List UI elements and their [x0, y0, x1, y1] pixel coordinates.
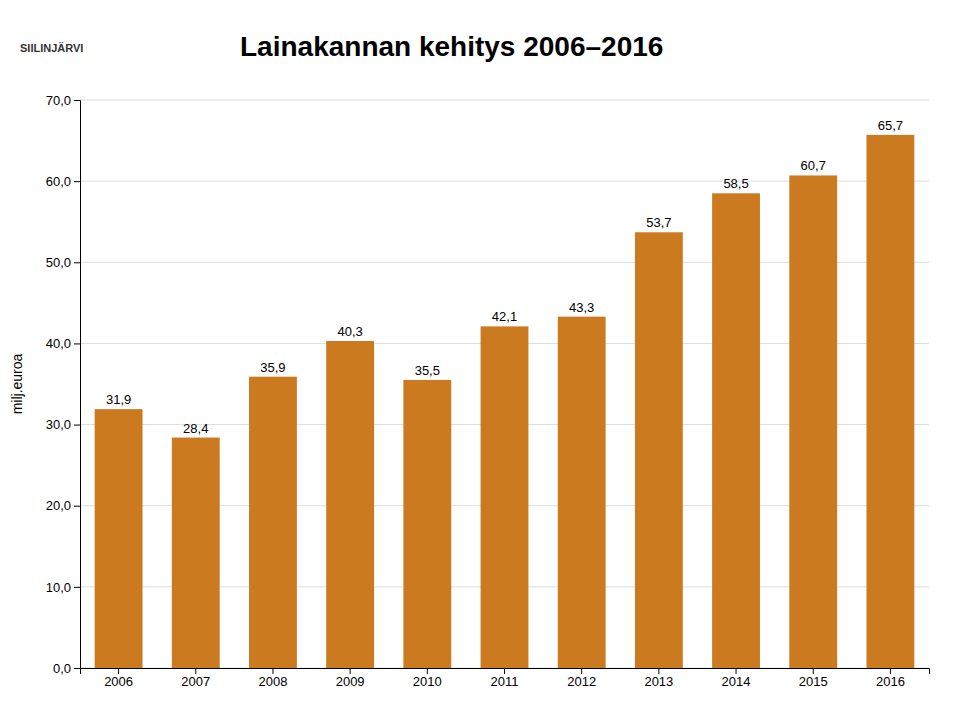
y-tick-label: 40,0	[46, 336, 71, 351]
tick-mark	[118, 668, 119, 674]
y-tick-label: 60,0	[46, 174, 71, 189]
axis-domain	[74, 101, 81, 669]
title: Lainakannan kehitys 2006–2016	[240, 31, 663, 62]
data-label: 60,7	[801, 158, 826, 173]
tick-mark	[272, 668, 273, 674]
tick-mark	[74, 262, 80, 263]
tick-mark	[74, 506, 80, 507]
bar	[866, 135, 914, 668]
y-tick-label: 50,0	[46, 255, 71, 270]
x-tick-label: 2014	[722, 674, 751, 689]
y-tick: 50,0	[46, 255, 80, 270]
x-tick: 2016	[876, 668, 905, 689]
x-tick-label: 2008	[258, 674, 287, 689]
x-tick-label: 2016	[876, 674, 905, 689]
x-tick-label: 2013	[644, 674, 673, 689]
data-label: 58,5	[723, 176, 748, 191]
tick-mark	[890, 668, 891, 674]
tick-mark	[74, 587, 80, 588]
x-tick: 2013	[644, 668, 673, 689]
x-tick: 2007	[181, 668, 210, 689]
y-tick: 70,0	[46, 93, 80, 108]
x-axis: 2006 2007 2008 2009 2010 2011 2012 2013 2014 2015…	[81, 668, 930, 689]
tick-mark	[195, 668, 196, 674]
grid	[80, 100, 929, 668]
tick-mark	[736, 668, 737, 674]
y-axis: 0,0 10,0 20,0 30,0 40,0 50,0 60,0 70,0	[46, 93, 81, 676]
bar	[172, 438, 220, 668]
bar	[481, 326, 529, 668]
data-label: 35,9	[260, 360, 285, 375]
y-tick: 30,0	[46, 417, 80, 432]
bar	[249, 377, 297, 668]
tick-mark	[658, 668, 659, 674]
x-tick: 2010	[413, 668, 442, 689]
x-tick-label: 2010	[413, 674, 442, 689]
x-tick: 2011	[491, 668, 519, 689]
tick-mark	[74, 100, 80, 101]
x-tick-label: 2015	[799, 674, 828, 689]
x-tick: 2009	[336, 668, 365, 689]
x-tick-label: 2012	[567, 674, 596, 689]
x-tick: 2006	[104, 668, 133, 689]
data-label: 53,7	[646, 215, 671, 230]
bars	[95, 135, 915, 668]
bar	[635, 232, 683, 668]
tick-mark	[74, 668, 80, 669]
y-tick: 10,0	[46, 580, 80, 595]
data-label: 40,3	[337, 324, 362, 339]
y-axis-label: milj.euroa	[9, 353, 25, 414]
y-tick: 40,0	[46, 336, 80, 351]
data-label: 35,5	[415, 363, 440, 378]
x-tick: 2012	[567, 668, 596, 689]
axis-domain	[81, 669, 930, 675]
bar	[403, 380, 451, 668]
x-tick-label: 2006	[104, 674, 133, 689]
tick-mark	[504, 668, 505, 674]
data-label: 65,7	[878, 118, 903, 133]
tick-mark	[581, 668, 582, 674]
y-tick-label: 30,0	[46, 417, 71, 432]
x-tick-label: 2009	[336, 674, 365, 689]
chart: SIILINJÄRVI Lainakannan kehitys 2006–2016…	[0, 0, 959, 718]
bar	[558, 317, 606, 668]
tick-mark	[74, 425, 80, 426]
x-tick: 2008	[258, 668, 287, 689]
plot: 31,9 28,4 35,9 40,3 35,5 42,1 43,3 53,7 58,5 60,7…	[9, 93, 930, 690]
y-tick-label: 70,0	[46, 93, 71, 108]
y-tick-label: 0,0	[53, 661, 71, 676]
data-label: 43,3	[569, 300, 594, 315]
data-label: 28,4	[183, 421, 208, 436]
bar	[95, 409, 143, 668]
x-tick-label: 2007	[181, 674, 210, 689]
tick-mark	[427, 668, 428, 674]
y-tick: 60,0	[46, 174, 80, 189]
x-tick-label: 2011	[491, 674, 519, 689]
tick-mark	[74, 181, 80, 182]
grid-line	[80, 100, 929, 101]
bar	[789, 175, 837, 668]
x-tick: 2014	[722, 668, 751, 689]
y-tick-label: 10,0	[46, 580, 71, 595]
data-labels: 31,9 28,4 35,9 40,3 35,5 42,1 43,3 53,7 58,5 60,7…	[106, 118, 903, 436]
y-tick-label: 20,0	[46, 498, 71, 513]
data-label: 42,1	[492, 309, 517, 324]
tick-mark	[813, 668, 814, 674]
y-tick: 0,0	[53, 661, 80, 676]
x-tick: 2015	[799, 668, 828, 689]
bar	[712, 193, 760, 668]
bar	[326, 341, 374, 668]
data-label: 31,9	[106, 392, 131, 407]
y-tick: 20,0	[46, 498, 80, 513]
tick-mark	[350, 668, 351, 674]
annotation: SIILINJÄRVI	[20, 42, 83, 54]
tick-mark	[74, 343, 80, 344]
